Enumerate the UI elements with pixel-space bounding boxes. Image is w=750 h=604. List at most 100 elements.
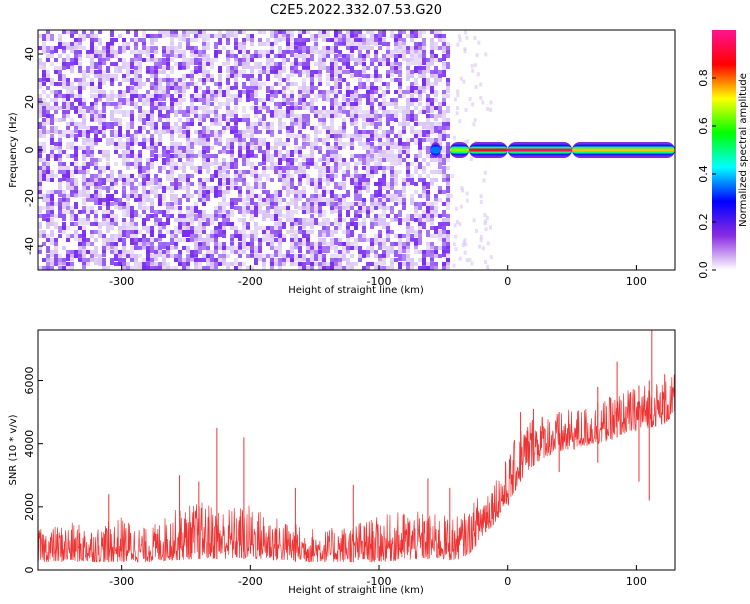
noise-cell — [394, 38, 398, 42]
noise-cell — [422, 130, 426, 137]
noise-cell — [138, 142, 142, 146]
noise-cell — [122, 190, 126, 194]
noise-cell — [390, 78, 394, 82]
noise-cell — [90, 234, 94, 238]
noise-cell — [382, 98, 386, 105]
noise-cell — [154, 74, 158, 81]
noise-cell — [426, 94, 430, 101]
noise-cell — [362, 130, 366, 134]
noise-cell — [102, 122, 106, 126]
noise-cell — [410, 266, 414, 270]
noise-cell — [386, 90, 390, 94]
noise-cell — [42, 198, 46, 202]
noise-cell — [306, 222, 310, 226]
noise-cell — [58, 70, 62, 74]
noise-cell — [206, 266, 210, 270]
noise-cell — [442, 166, 446, 170]
noise-cell — [258, 98, 262, 102]
noise-cell — [406, 226, 410, 233]
noise-cell — [206, 102, 210, 106]
noise-cell — [198, 30, 202, 34]
noise-cell — [374, 218, 378, 222]
noise-cell — [82, 238, 86, 242]
noise-cell — [418, 226, 422, 233]
noise-cell — [294, 118, 298, 125]
noise-cell — [234, 198, 238, 205]
noise-cell — [170, 42, 174, 46]
noise-cell — [326, 146, 330, 150]
noise-cell — [94, 62, 98, 69]
noise-cell — [314, 198, 318, 205]
noise-cell — [402, 114, 406, 121]
noise-cell — [342, 182, 346, 189]
noise-cell — [218, 166, 222, 173]
noise-cell — [446, 222, 450, 226]
noise-cell — [122, 226, 126, 230]
noise-cell — [354, 118, 358, 125]
noise-cell — [202, 266, 206, 270]
noise-cell — [110, 38, 114, 45]
noise-cell — [374, 146, 378, 153]
noise-cell — [138, 166, 142, 173]
noise-cell — [194, 154, 198, 158]
noise-cell — [250, 122, 254, 129]
noise-cell — [146, 242, 150, 246]
noise-cell — [74, 86, 78, 90]
noise-cell — [458, 37, 462, 42]
noise-cell — [334, 238, 338, 245]
noise-cell — [386, 82, 390, 89]
noise-cell — [306, 86, 310, 90]
noise-cell — [474, 228, 478, 233]
noise-cell — [166, 174, 170, 181]
noise-cell — [410, 98, 414, 102]
noise-cell — [310, 102, 314, 106]
noise-cell — [390, 150, 394, 154]
noise-cell — [422, 250, 426, 254]
noise-cell — [146, 258, 150, 262]
noise-cell — [130, 150, 134, 154]
noise-cell — [414, 138, 418, 145]
noise-cell — [238, 134, 242, 138]
noise-cell — [342, 174, 346, 181]
noise-cell — [158, 86, 162, 90]
noise-cell — [274, 162, 278, 166]
noise-cell — [62, 130, 66, 137]
noise-cell — [122, 78, 126, 82]
noise-cell — [122, 242, 126, 246]
noise-cell — [310, 194, 314, 201]
noise-cell — [118, 82, 122, 86]
noise-cell — [362, 146, 366, 150]
noise-cell — [314, 50, 318, 54]
noise-cell — [430, 46, 434, 50]
noise-cell — [54, 118, 58, 122]
noise-cell — [250, 66, 254, 73]
noise-cell — [354, 162, 358, 166]
noise-cell — [146, 158, 150, 165]
noise-cell — [338, 186, 342, 190]
noise-cell — [258, 42, 262, 46]
noise-cell — [166, 206, 170, 213]
noise-cell — [198, 242, 202, 246]
noise-cell — [98, 54, 102, 58]
noise-cell — [150, 178, 154, 185]
noise-cell — [66, 126, 70, 130]
noise-cell — [42, 170, 46, 177]
noise-cell — [318, 194, 322, 198]
noise-cell — [286, 202, 290, 209]
noise-cell — [102, 262, 106, 266]
noise-cell — [190, 182, 194, 186]
noise-cell — [170, 34, 174, 38]
noise-cell — [214, 206, 218, 213]
noise-cell — [282, 166, 286, 173]
noise-cell — [254, 254, 258, 258]
noise-cell — [94, 126, 98, 130]
noise-cell — [38, 114, 42, 118]
noise-cell — [242, 146, 246, 150]
noise-cell — [58, 74, 62, 81]
noise-cell — [286, 258, 290, 262]
noise-cell — [162, 158, 166, 165]
noise-cell — [326, 130, 330, 134]
noise-cell — [422, 30, 426, 34]
noise-cell — [434, 158, 438, 162]
noise-cell — [146, 162, 150, 166]
